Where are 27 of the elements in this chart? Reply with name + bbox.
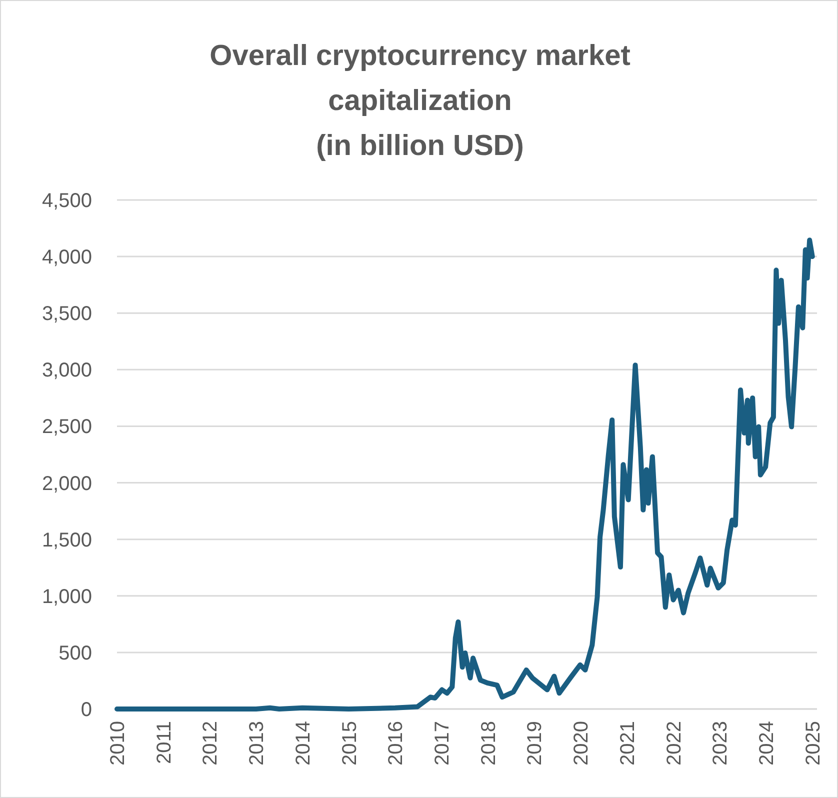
x-tick-label: 2021 [616, 721, 639, 766]
chart-title: Overall cryptocurrency market capitalization (in billion USD) [210, 40, 631, 162]
x-tick-label: 2016 [385, 721, 408, 766]
x-tick-label: 2015 [338, 721, 361, 766]
x-tick-label: 2010 [107, 721, 129, 766]
y-tick-label: 0 [80, 699, 92, 721]
y-tick-label: 2,000 [42, 472, 92, 495]
x-tick-label: 2023 [710, 721, 732, 766]
y-tick-label: 4,500 [42, 190, 92, 212]
x-tick-label: 2022 [663, 721, 686, 766]
y-tick-label: 3,000 [42, 360, 92, 382]
x-tick-label: 2018 [478, 721, 500, 766]
x-tick-label: 2025 [802, 721, 824, 766]
x-tick-label: 2011 [153, 721, 176, 764]
x-tick-label: 2019 [524, 721, 546, 766]
y-tick-label: 2,500 [42, 416, 92, 438]
x-tick-label: 2013 [246, 721, 268, 766]
y-tick-label: 500 [58, 642, 92, 664]
y-tick-label: 1,000 [42, 586, 92, 608]
x-tick-label: 2020 [570, 721, 593, 766]
y-tick-label: 4,000 [42, 246, 92, 269]
y-tick-label: 1,500 [42, 529, 92, 552]
x-tick-label: 2014 [292, 721, 314, 766]
x-tick-label: 2017 [432, 721, 454, 766]
x-tick-label: 2012 [200, 721, 222, 766]
y-tick-label: 3,500 [42, 303, 92, 326]
x-tick-label: 2024 [756, 721, 778, 766]
